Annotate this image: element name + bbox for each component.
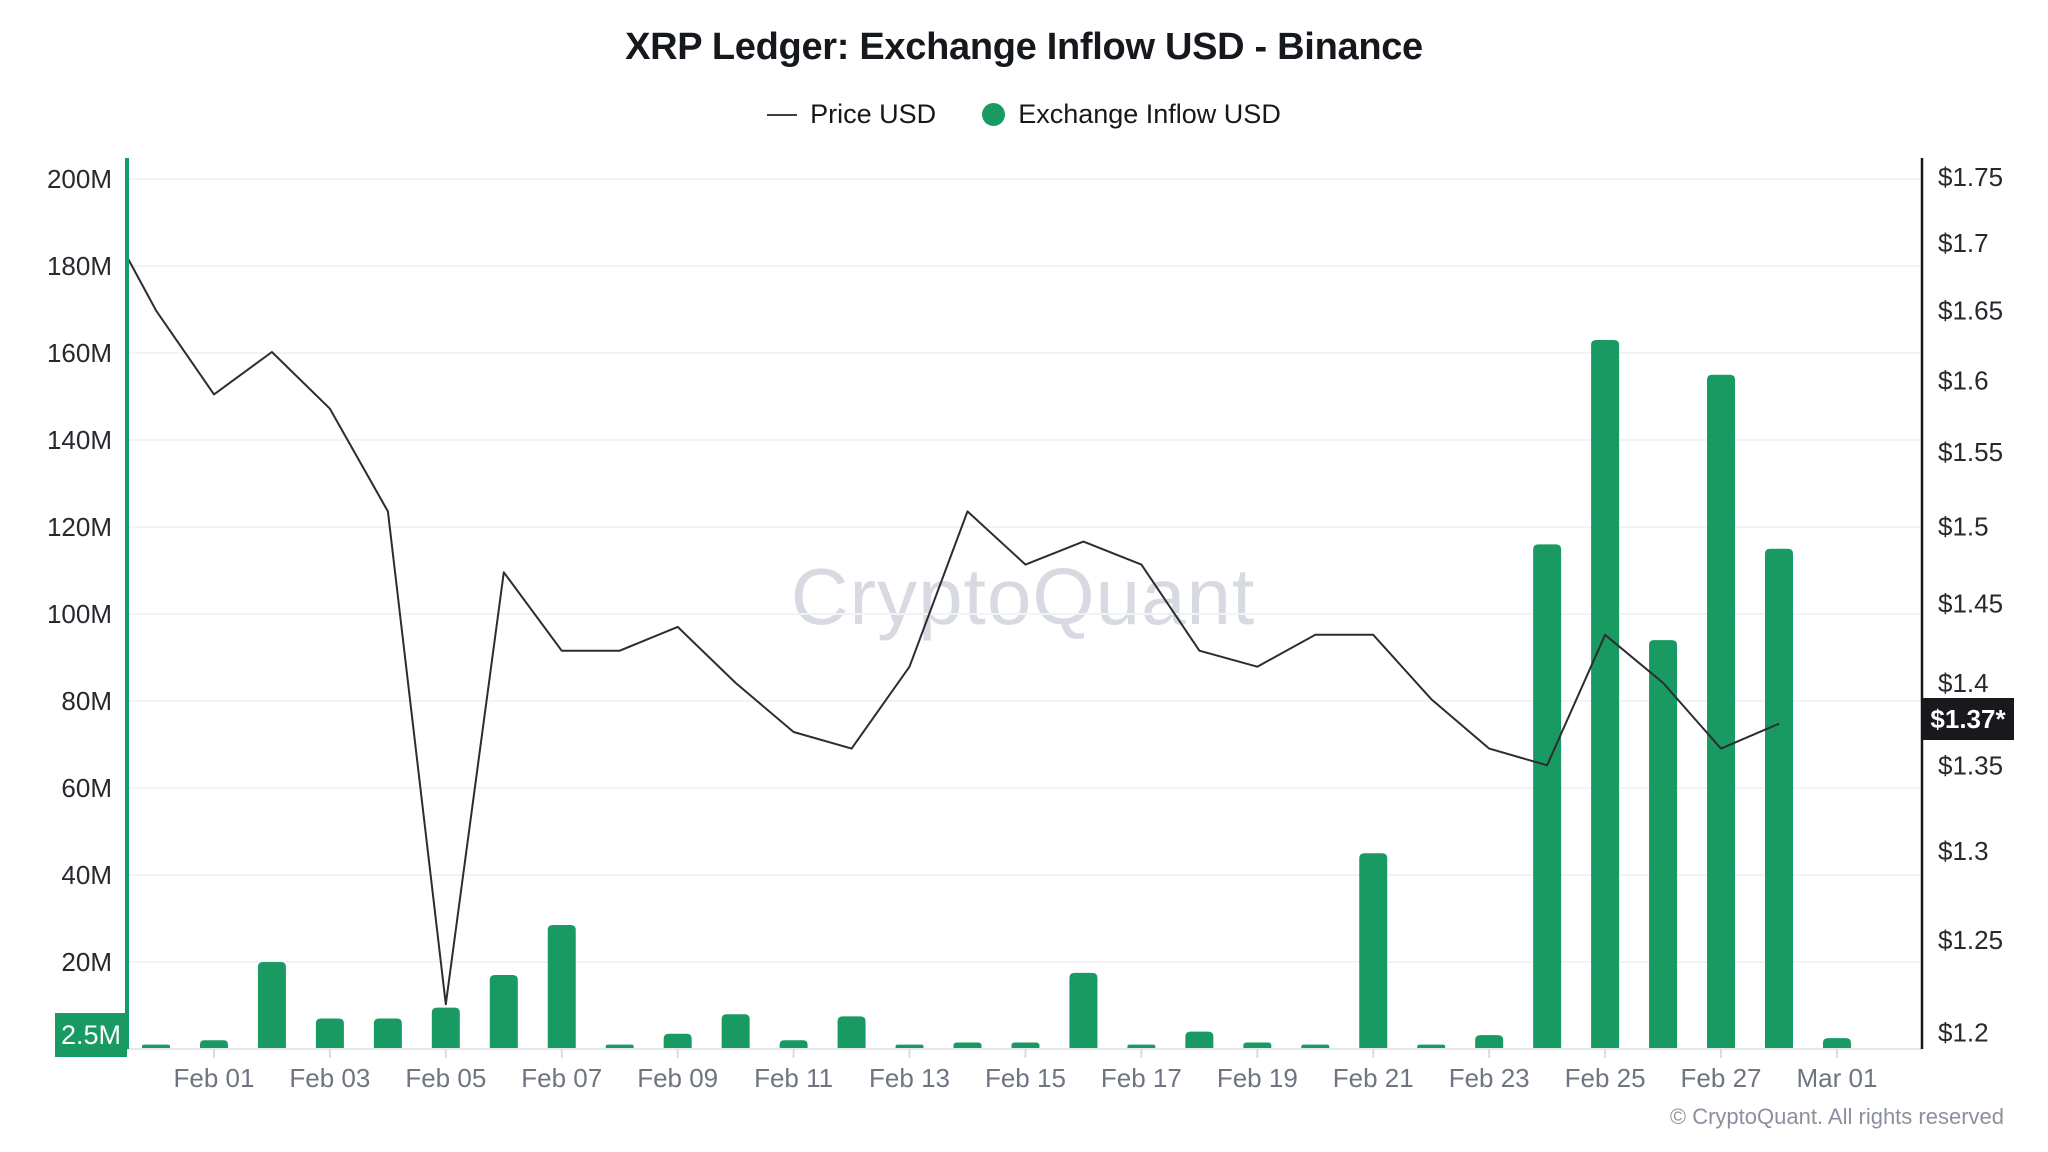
left-axis-tick-label: 200M	[47, 164, 112, 194]
x-axis-labels: Feb 01 Feb 03 Feb 05 Feb 07 Feb 09 Feb 11 Feb …	[173, 1049, 1877, 1093]
x-axis-tick-label: Feb 13	[869, 1063, 950, 1093]
chart-title: XRP Ledger: Exchange Inflow USD - Binanc…	[625, 26, 1423, 68]
x-axis-tick-label: Feb 03	[289, 1063, 370, 1093]
left-axis-tick-label: 40M	[61, 860, 112, 890]
right-axis-tick-label: $1.3	[1938, 836, 1989, 866]
x-axis-tick-label: Feb 27	[1681, 1063, 1762, 1093]
watermark: CryptoQuant	[790, 552, 1256, 641]
inflow-bar[interactable]	[721, 1014, 750, 1049]
legend: Price USD Exchange Inflow USD	[0, 99, 2048, 130]
latest-price-badge: $1.37*	[1922, 698, 2014, 740]
inflow-bar[interactable]	[1649, 640, 1678, 1049]
left-axis-tick-label: 140M	[47, 425, 112, 455]
left-axis-tick-label: 180M	[47, 251, 112, 281]
x-axis-tick-label: Feb 21	[1333, 1063, 1414, 1093]
x-axis-tick-label: Feb 01	[173, 1063, 254, 1093]
right-axis-tick-label: $1.5	[1938, 512, 1989, 542]
x-axis-tick-label: Feb 07	[521, 1063, 602, 1093]
gridlines	[127, 178, 1922, 963]
right-axis-tick-label: $1.2	[1938, 1017, 1989, 1047]
x-axis-tick-label: Feb 25	[1565, 1063, 1646, 1093]
left-axis-tick-label: 100M	[47, 599, 112, 629]
legend-price-label: Price USD	[810, 99, 937, 129]
right-axis-tick-label: $1.7	[1938, 228, 1989, 258]
inflow-bar[interactable]	[1301, 1044, 1330, 1049]
inflow-bar[interactable]	[1359, 853, 1388, 1049]
inflow-bar[interactable]	[1822, 1038, 1851, 1049]
right-axis-tick-label: $1.65	[1938, 295, 2003, 325]
inflow-bar[interactable]	[315, 1018, 344, 1049]
price-line	[127, 254, 1780, 1006]
left-axis-labels: 20M 40M 60M 80M 100M 120M 140M 160M 180M 200M	[47, 164, 112, 977]
left-axis-tick-label: 120M	[47, 512, 112, 542]
inflow-bar[interactable]	[605, 1044, 634, 1049]
right-axis-tick-label: $1.55	[1938, 437, 2003, 467]
inflow-bar[interactable]	[431, 1007, 460, 1049]
left-axis-tick-label: 160M	[47, 338, 112, 368]
inflow-bar[interactable]	[547, 925, 576, 1049]
inflow-bars	[142, 339, 1851, 1049]
inflow-bar[interactable]	[1185, 1031, 1214, 1049]
left-axis-tick-label: 60M	[61, 773, 112, 803]
right-axis-tick-label: $1.75	[1938, 162, 2003, 192]
legend-item-inflow[interactable]: Exchange Inflow USD	[982, 99, 1281, 130]
right-axis-tick-label: $1.25	[1938, 925, 2003, 955]
inflow-bar[interactable]	[953, 1042, 982, 1049]
inflow-bar[interactable]	[895, 1044, 924, 1049]
right-axis-tick-label: $1.35	[1938, 750, 2003, 780]
inflow-dot-swatch-icon	[982, 103, 1006, 126]
inflow-bar[interactable]	[1591, 339, 1620, 1049]
inflow-bar[interactable]	[142, 1044, 170, 1049]
inflow-bar[interactable]	[199, 1040, 228, 1049]
left-axis-tick-label: 20M	[61, 947, 112, 977]
inflow-bar[interactable]	[1127, 1044, 1156, 1049]
inflow-bar[interactable]	[1707, 374, 1736, 1049]
right-axis-tick-label: $1.45	[1938, 588, 2003, 618]
x-axis-tick-label: Mar 01	[1796, 1063, 1877, 1093]
inflow-bar[interactable]	[663, 1033, 692, 1049]
inflow-bar[interactable]	[1475, 1035, 1504, 1049]
x-axis-tick-label: Feb 17	[1101, 1063, 1182, 1093]
x-axis-tick-label: Feb 15	[985, 1063, 1066, 1093]
right-axis-tick-label: $1.4	[1938, 668, 1989, 698]
inflow-bar[interactable]	[779, 1040, 808, 1049]
inflow-bar[interactable]	[1069, 972, 1098, 1049]
inflow-bar[interactable]	[1243, 1042, 1272, 1049]
legend-item-price[interactable]: Price USD	[767, 99, 936, 130]
inflow-bar[interactable]	[837, 1016, 866, 1049]
legend-inflow-label: Exchange Inflow USD	[1018, 99, 1281, 129]
inflow-bar[interactable]	[257, 962, 286, 1049]
latest-inflow-badge: 2.5M	[55, 1013, 127, 1057]
left-axis-tick-label: 80M	[61, 686, 112, 716]
x-axis-tick-label: Feb 23	[1449, 1063, 1530, 1093]
inflow-bar[interactable]	[1417, 1044, 1446, 1049]
x-axis-tick-label: Feb 11	[754, 1063, 833, 1093]
inflow-bar[interactable]	[1011, 1042, 1040, 1049]
x-axis-tick-label: Feb 09	[637, 1063, 718, 1093]
price-line-swatch-icon	[767, 113, 798, 116]
x-axis-tick-label: Feb 05	[405, 1063, 486, 1093]
x-axis-tick-label: Feb 19	[1217, 1063, 1298, 1093]
right-axis-tick-label: $1.6	[1938, 365, 1989, 395]
right-axis-labels: $1.2 $1.25 $1.3 $1.35 $1.4 $1.45 $1.5 $1.55 $1.6…	[1938, 162, 2003, 1047]
inflow-bar[interactable]	[1533, 544, 1562, 1049]
copyright: © CryptoQuant. All rights reserved	[1669, 1104, 2004, 1129]
inflow-bar[interactable]	[373, 1018, 402, 1049]
inflow-bar[interactable]	[489, 975, 518, 1049]
inflow-bar[interactable]	[1764, 548, 1793, 1049]
